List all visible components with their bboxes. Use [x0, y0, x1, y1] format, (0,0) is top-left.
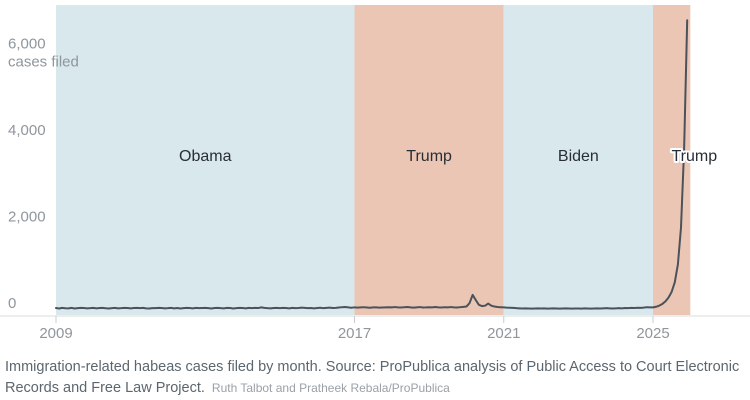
caption-byline: Ruth Talbot and Pratheek Rebala/ProPubli…: [211, 381, 450, 395]
presidential-band-biden-2: [503, 5, 653, 315]
y-tick-label-4000: 4,000: [8, 122, 46, 139]
cases-filed-line: [55, 19, 689, 310]
x-tick-label-2021: 2021: [487, 325, 520, 342]
band-label-trump-1: Trump: [406, 148, 452, 165]
caption-source-text: Immigration-related habeas cases filed b…: [5, 359, 740, 396]
x-tick-label-2017: 2017: [338, 325, 371, 342]
y-tick-label-2000: 2,000: [8, 209, 46, 226]
band-label-obama-0: Obama: [179, 148, 232, 165]
y-axis-unit-label: cases filed: [8, 54, 79, 71]
band-label-biden-2: Biden: [558, 148, 599, 165]
presidential-band-trump-1: [354, 5, 504, 315]
y-tick-label-0: 0: [8, 295, 16, 312]
band-label-trump-3: Trump: [671, 148, 717, 165]
y-tick-label-6000: 6,000: [8, 36, 46, 53]
presidential-band-obama-0: [56, 5, 355, 315]
x-tick-label-2009: 2009: [39, 325, 72, 342]
x-tick-label-2025: 2025: [636, 325, 669, 342]
chart-caption: Immigration-related habeas cases filed b…: [0, 348, 750, 399]
